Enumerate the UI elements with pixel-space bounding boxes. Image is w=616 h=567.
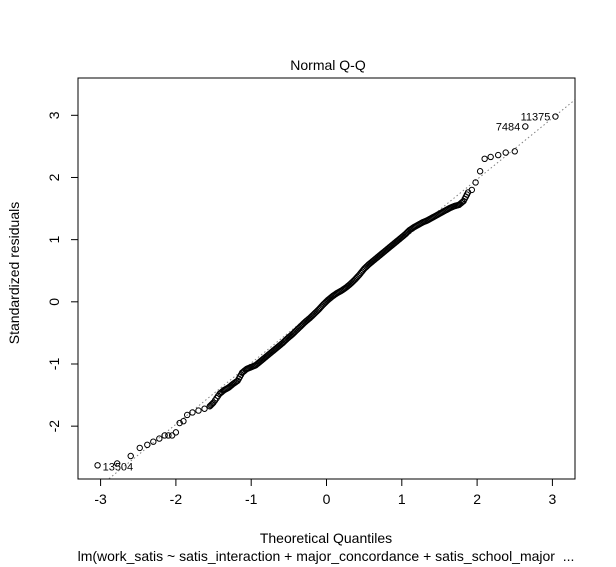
residual-point bbox=[468, 186, 476, 194]
points-layer bbox=[94, 113, 559, 469]
residual-point bbox=[94, 462, 101, 469]
y-tick-label: -2 bbox=[46, 420, 62, 433]
residual-point bbox=[476, 168, 484, 175]
y-tick-label: 1 bbox=[46, 236, 62, 244]
residual-point bbox=[318, 303, 325, 310]
residual-point bbox=[313, 308, 320, 315]
residual-point bbox=[308, 312, 316, 320]
x-axis-label: Theoretical Quantiles bbox=[260, 530, 392, 546]
residual-point bbox=[161, 432, 168, 439]
model-formula-subtitle: lm(work_satis ~ satis_interaction + majo… bbox=[78, 548, 575, 564]
residual-point bbox=[208, 401, 215, 408]
residual-point bbox=[127, 452, 134, 460]
residual-point bbox=[502, 149, 509, 156]
y-tick-label: 0 bbox=[46, 298, 62, 306]
residual-point bbox=[290, 329, 298, 336]
residual-point bbox=[180, 417, 187, 425]
x-tick-label: -3 bbox=[94, 491, 107, 507]
x-tick-label: 1 bbox=[398, 491, 406, 507]
residual-point bbox=[183, 411, 191, 419]
residual-point bbox=[552, 113, 559, 120]
residual-point bbox=[176, 419, 183, 427]
residual-point bbox=[511, 148, 518, 155]
residual-point bbox=[232, 379, 239, 386]
residual-point bbox=[201, 405, 208, 412]
x-tick-label: -2 bbox=[170, 491, 183, 507]
residual-point bbox=[165, 432, 172, 439]
residual-point bbox=[172, 429, 180, 436]
x-axis: -3 -2 -1 0 1 2 3 bbox=[94, 478, 557, 507]
x-tick-label: -1 bbox=[245, 491, 258, 507]
residual-point bbox=[349, 278, 357, 285]
y-axis: -2 -1 0 1 2 3 bbox=[46, 111, 79, 433]
x-tick-label: 0 bbox=[323, 491, 331, 507]
y-tick-label: -1 bbox=[46, 358, 62, 371]
residual-point bbox=[207, 402, 214, 409]
residual-point bbox=[472, 179, 479, 186]
x-tick-label: 2 bbox=[473, 491, 481, 507]
y-tick-label: 3 bbox=[46, 111, 62, 119]
y-axis-label: Standardized residuals bbox=[6, 202, 22, 344]
residual-point bbox=[150, 438, 157, 445]
residual-point bbox=[189, 409, 196, 416]
residual-point bbox=[136, 444, 143, 452]
plot-frame bbox=[77, 77, 576, 480]
y-tick-label: 2 bbox=[46, 173, 62, 181]
point-label: 13504 bbox=[103, 461, 134, 473]
residual-point bbox=[156, 435, 163, 442]
residual-point bbox=[295, 325, 302, 332]
residual-point bbox=[195, 407, 202, 414]
point-label: 7484 bbox=[496, 121, 520, 133]
chart-title: Normal Q-Q bbox=[290, 57, 366, 73]
residual-point bbox=[481, 155, 488, 163]
x-tick-label: 3 bbox=[549, 491, 557, 507]
residual-point bbox=[487, 153, 494, 161]
residual-point bbox=[463, 191, 471, 198]
residual-point bbox=[168, 432, 176, 439]
residual-point bbox=[113, 460, 121, 467]
residual-point bbox=[494, 151, 502, 159]
residual-point bbox=[358, 268, 366, 275]
residual-point bbox=[144, 441, 151, 449]
residual-point bbox=[458, 199, 465, 207]
residual-point bbox=[522, 123, 529, 130]
point-label: 11375 bbox=[521, 112, 551, 124]
residual-point bbox=[354, 273, 361, 281]
